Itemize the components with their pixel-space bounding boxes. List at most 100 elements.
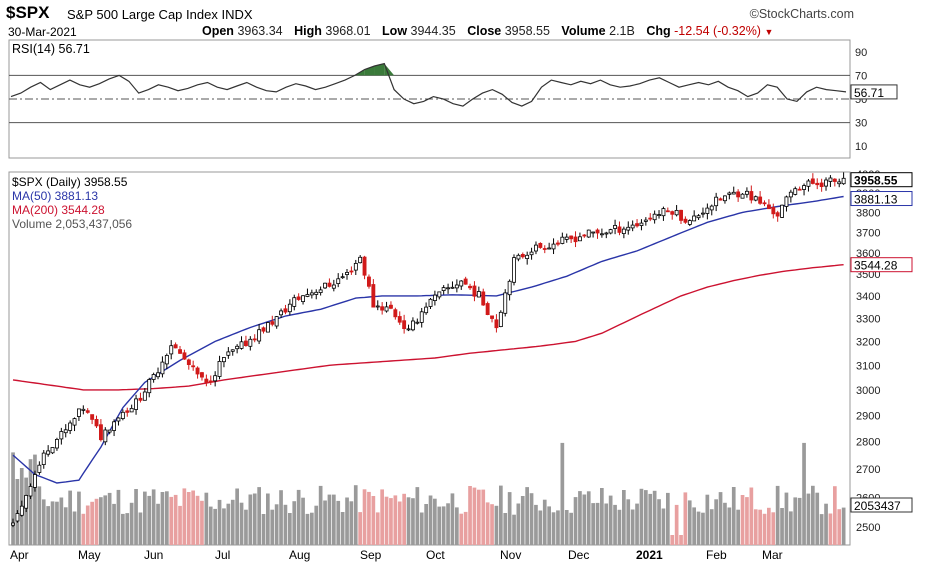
volume-bar <box>327 494 332 545</box>
volume-bar <box>33 454 37 545</box>
volume-bar <box>266 493 270 545</box>
volume-bar <box>551 512 556 545</box>
low-label: Low <box>382 24 408 38</box>
volume-bar <box>107 492 112 545</box>
volume-bar <box>173 494 178 545</box>
volume-bar <box>292 501 297 545</box>
candle-body <box>595 229 600 234</box>
volume-bar <box>723 502 727 545</box>
volume-bar <box>450 493 455 545</box>
volume-bar <box>138 512 143 545</box>
legend-entry: Volume 2,053,437,056 <box>12 217 132 231</box>
volume-bar <box>485 502 490 545</box>
candle-body <box>243 340 248 346</box>
volume-bar <box>661 508 666 545</box>
volume-bar <box>564 510 569 545</box>
candle-body <box>639 222 644 227</box>
candle-body <box>472 285 477 297</box>
volume-bar <box>740 495 745 545</box>
volume-bar <box>156 503 160 545</box>
volume-bar <box>503 513 508 545</box>
candle-body <box>182 352 187 360</box>
volume-bar <box>692 507 696 545</box>
rsi-overbought-fill <box>384 63 395 76</box>
x-tick-label: Apr <box>10 548 29 562</box>
candle-body <box>626 226 631 231</box>
candle-body <box>432 294 437 302</box>
candle-body <box>727 192 732 195</box>
candle-body <box>767 204 771 210</box>
volume-bar <box>714 499 718 545</box>
candle-body <box>37 464 42 473</box>
volume-bar <box>644 490 648 545</box>
volume-bar <box>37 486 42 545</box>
candle-body <box>538 242 543 248</box>
volume-bar <box>560 442 565 545</box>
price-tick-label: 2500 <box>856 522 880 534</box>
volume-bar <box>512 514 516 545</box>
candle-body <box>33 474 37 488</box>
candle-body <box>643 219 648 222</box>
volume-bar <box>288 513 292 545</box>
volume-bar <box>775 485 780 545</box>
volume-bar <box>815 492 820 545</box>
volume-bar <box>345 497 349 545</box>
chg-down-icon: ▼ <box>764 27 774 37</box>
volume-bar <box>125 513 130 545</box>
volume-bar <box>683 492 688 545</box>
volume-bar <box>222 508 226 545</box>
volume-bar <box>490 504 494 545</box>
candle-body <box>257 329 262 342</box>
volume-bar <box>573 497 578 545</box>
volume-bar <box>771 512 776 545</box>
candle-body <box>630 224 635 229</box>
price-tick-label: 3200 <box>856 336 880 348</box>
candle-body <box>424 306 429 314</box>
candle-body <box>375 305 380 308</box>
volume-bar <box>806 493 811 545</box>
candle-body <box>819 182 824 187</box>
candle-body <box>534 244 538 252</box>
volume-bar <box>349 501 354 545</box>
volume-bar <box>99 497 103 545</box>
rsi-overbought-fill <box>374 63 385 76</box>
candle-body <box>151 374 156 380</box>
candle-body <box>723 195 727 202</box>
quote-bar: Open 3963.34 High 3968.01 Low 3944.35 Cl… <box>202 24 773 38</box>
candle-body <box>621 228 626 235</box>
volume-bar <box>85 505 90 545</box>
candle-body <box>841 177 846 185</box>
volume-bar <box>68 490 72 545</box>
volume-value: 2.1B <box>609 24 635 38</box>
volume-bar <box>578 491 582 545</box>
candle-body <box>832 178 837 182</box>
price-tick-label: 2800 <box>856 437 880 449</box>
x-tick-label: Dec <box>568 548 589 562</box>
brand-label[interactable]: ©StockCharts.com <box>749 7 854 21</box>
candle-body <box>437 291 442 298</box>
volume-bar <box>393 495 398 545</box>
candle-body <box>178 349 182 354</box>
volume-bar <box>380 489 384 545</box>
volume-bar <box>542 499 547 545</box>
volume-bar <box>362 489 367 545</box>
candle-body <box>670 211 675 215</box>
candle-body <box>72 418 77 426</box>
candle-body <box>393 309 398 318</box>
candle-body <box>652 213 657 221</box>
volume-bar <box>112 503 116 545</box>
volume-bar <box>419 512 424 545</box>
rsi-last-box <box>850 84 898 100</box>
volume-bar <box>736 509 740 545</box>
volume-bar <box>608 495 613 545</box>
volume-bar <box>837 509 842 545</box>
volume-bar <box>499 485 503 545</box>
candle-body <box>279 310 283 316</box>
candle-body <box>498 311 503 327</box>
volume-bar <box>437 506 442 545</box>
candle-body <box>15 513 20 522</box>
volume-bar <box>433 498 437 545</box>
candle-body <box>296 296 301 300</box>
volume-bar <box>481 489 486 545</box>
candle-body <box>520 253 525 258</box>
